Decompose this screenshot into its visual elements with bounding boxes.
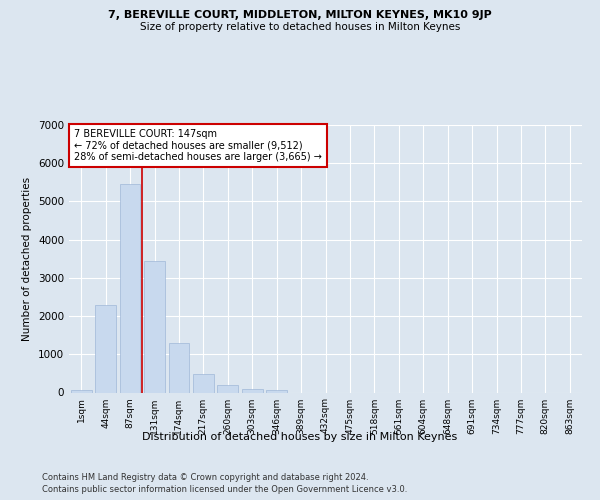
Bar <box>217 386 238 392</box>
Bar <box>193 374 214 392</box>
Text: Contains public sector information licensed under the Open Government Licence v3: Contains public sector information licen… <box>42 485 407 494</box>
Bar <box>242 388 263 392</box>
Text: 7 BEREVILLE COURT: 147sqm
← 72% of detached houses are smaller (9,512)
28% of se: 7 BEREVILLE COURT: 147sqm ← 72% of detac… <box>74 129 322 162</box>
Text: Distribution of detached houses by size in Milton Keynes: Distribution of detached houses by size … <box>142 432 458 442</box>
Bar <box>119 184 140 392</box>
Y-axis label: Number of detached properties: Number of detached properties <box>22 176 32 341</box>
Bar <box>144 262 165 392</box>
Text: Contains HM Land Registry data © Crown copyright and database right 2024.: Contains HM Land Registry data © Crown c… <box>42 472 368 482</box>
Bar <box>169 343 190 392</box>
Bar <box>71 390 92 392</box>
Text: Size of property relative to detached houses in Milton Keynes: Size of property relative to detached ho… <box>140 22 460 32</box>
Bar <box>266 390 287 392</box>
Text: 7, BEREVILLE COURT, MIDDLETON, MILTON KEYNES, MK10 9JP: 7, BEREVILLE COURT, MIDDLETON, MILTON KE… <box>108 10 492 20</box>
Bar <box>95 304 116 392</box>
